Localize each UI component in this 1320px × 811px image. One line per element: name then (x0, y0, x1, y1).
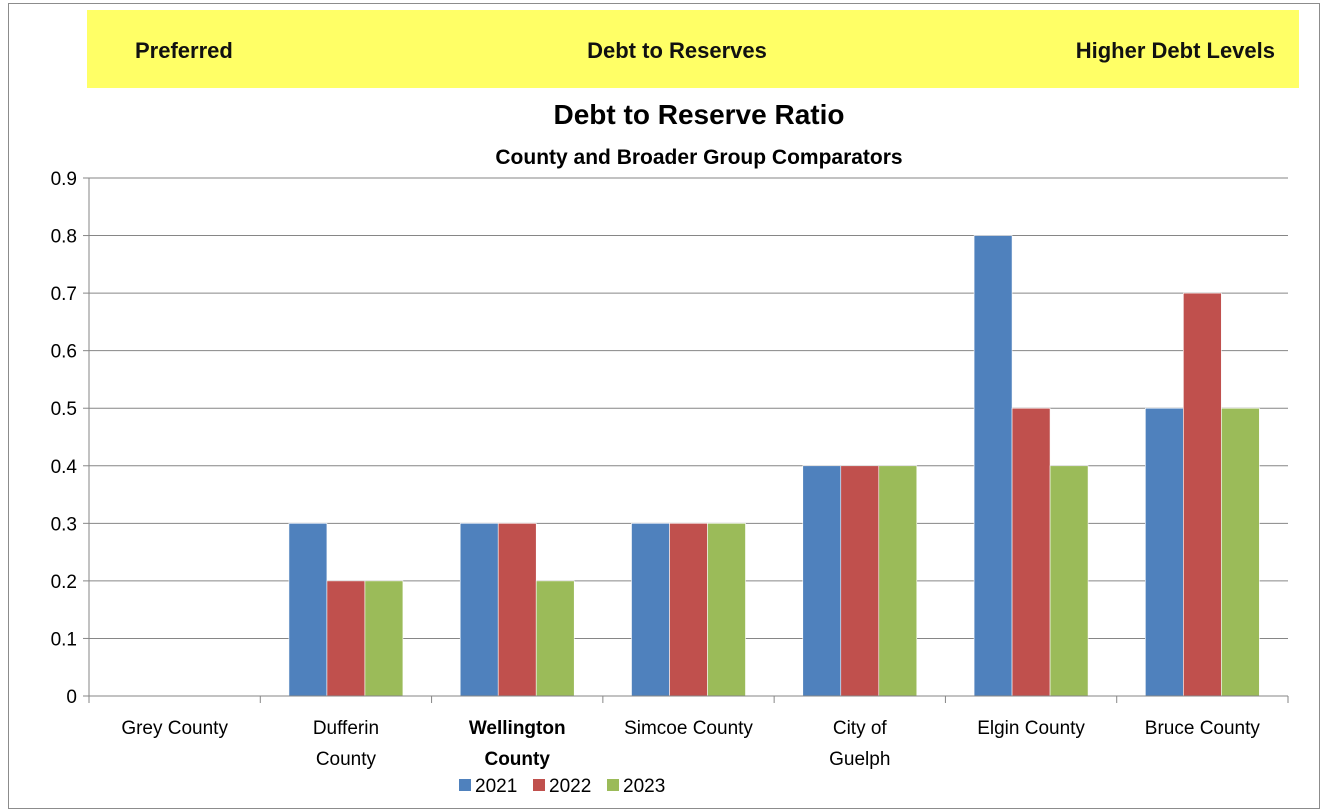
y-tick-label: 0.2 (51, 572, 77, 593)
legend-swatch-2021 (459, 779, 471, 791)
bar-2022-1 (326, 580, 366, 697)
bar-2023-3 (707, 523, 746, 697)
bar-2023-1 (364, 580, 404, 697)
legend-swatch-2023 (607, 779, 619, 791)
bar-2021-3 (631, 523, 670, 697)
banner-left-label: Preferred (135, 38, 233, 63)
bar-2021-4 (802, 465, 842, 697)
y-tick-label: 0.5 (51, 399, 77, 420)
legend-label-2021: 2021 (475, 776, 517, 797)
bar-chart: Preferred Debt to Reserves Higher Debt L… (51, 10, 1299, 797)
banner-center-label: Debt to Reserves (587, 38, 767, 63)
legend-swatch-2022 (533, 779, 545, 791)
chart-title: Debt to Reserve Ratio (554, 99, 845, 130)
x-tick-label: City of (833, 718, 888, 739)
bar-2021-2 (459, 523, 499, 697)
bars (288, 235, 1260, 697)
banner-right-label: Higher Debt Levels (1076, 38, 1275, 63)
x-tick-label: County (484, 749, 550, 770)
x-axis: Grey County Dufferin County Wellington Count… (88, 695, 1289, 770)
y-axis: 0 0.1 0.2 0.3 0.4 0.5 0.6 0.7 0.8 0.9 (51, 169, 90, 708)
y-tick-label: 0.7 (51, 284, 77, 305)
y-tick-label: 0.8 (51, 227, 77, 248)
x-tick-label: Bruce County (1145, 718, 1261, 739)
x-tick-label: Wellington (469, 718, 566, 739)
x-tick-label: Elgin County (977, 718, 1085, 739)
bar-2022-3 (669, 523, 708, 697)
bar-2023-2 (535, 580, 575, 697)
x-tick-label: Grey County (121, 718, 228, 739)
chart-frame: Preferred Debt to Reserves Higher Debt L… (8, 3, 1320, 809)
bar-2023-4 (878, 465, 918, 697)
bar-2021-5 (973, 235, 1013, 697)
x-tick-label: Guelph (829, 749, 890, 770)
legend-label-2023: 2023 (623, 776, 665, 797)
x-tick-label: Simcoe County (624, 718, 753, 739)
bar-2023-6 (1221, 407, 1260, 697)
y-tick-label: 0.9 (51, 169, 77, 190)
bar-2021-6 (1145, 407, 1184, 697)
x-tick-label: County (316, 749, 377, 770)
banner-background (87, 10, 1299, 88)
y-tick-label: 0.1 (51, 629, 77, 650)
bar-2022-6 (1183, 292, 1222, 697)
legend-label-2022: 2022 (549, 776, 591, 797)
y-tick-label: 0.3 (51, 514, 77, 535)
bar-2022-4 (840, 465, 880, 697)
bar-2023-5 (1049, 465, 1089, 697)
banner: Preferred Debt to Reserves Higher Debt L… (87, 10, 1299, 88)
bar-2022-5 (1011, 407, 1051, 697)
y-tick-label: 0.4 (51, 457, 78, 478)
x-tick-label: Dufferin (313, 718, 379, 739)
y-tick-label: 0.6 (51, 342, 77, 363)
legend: 2021 2022 2023 (459, 776, 665, 797)
y-tick-label: 0 (66, 687, 77, 708)
bar-2021-1 (288, 523, 328, 697)
chart-subtitle: County and Broader Group Comparators (495, 146, 902, 169)
bar-2022-2 (497, 523, 537, 697)
